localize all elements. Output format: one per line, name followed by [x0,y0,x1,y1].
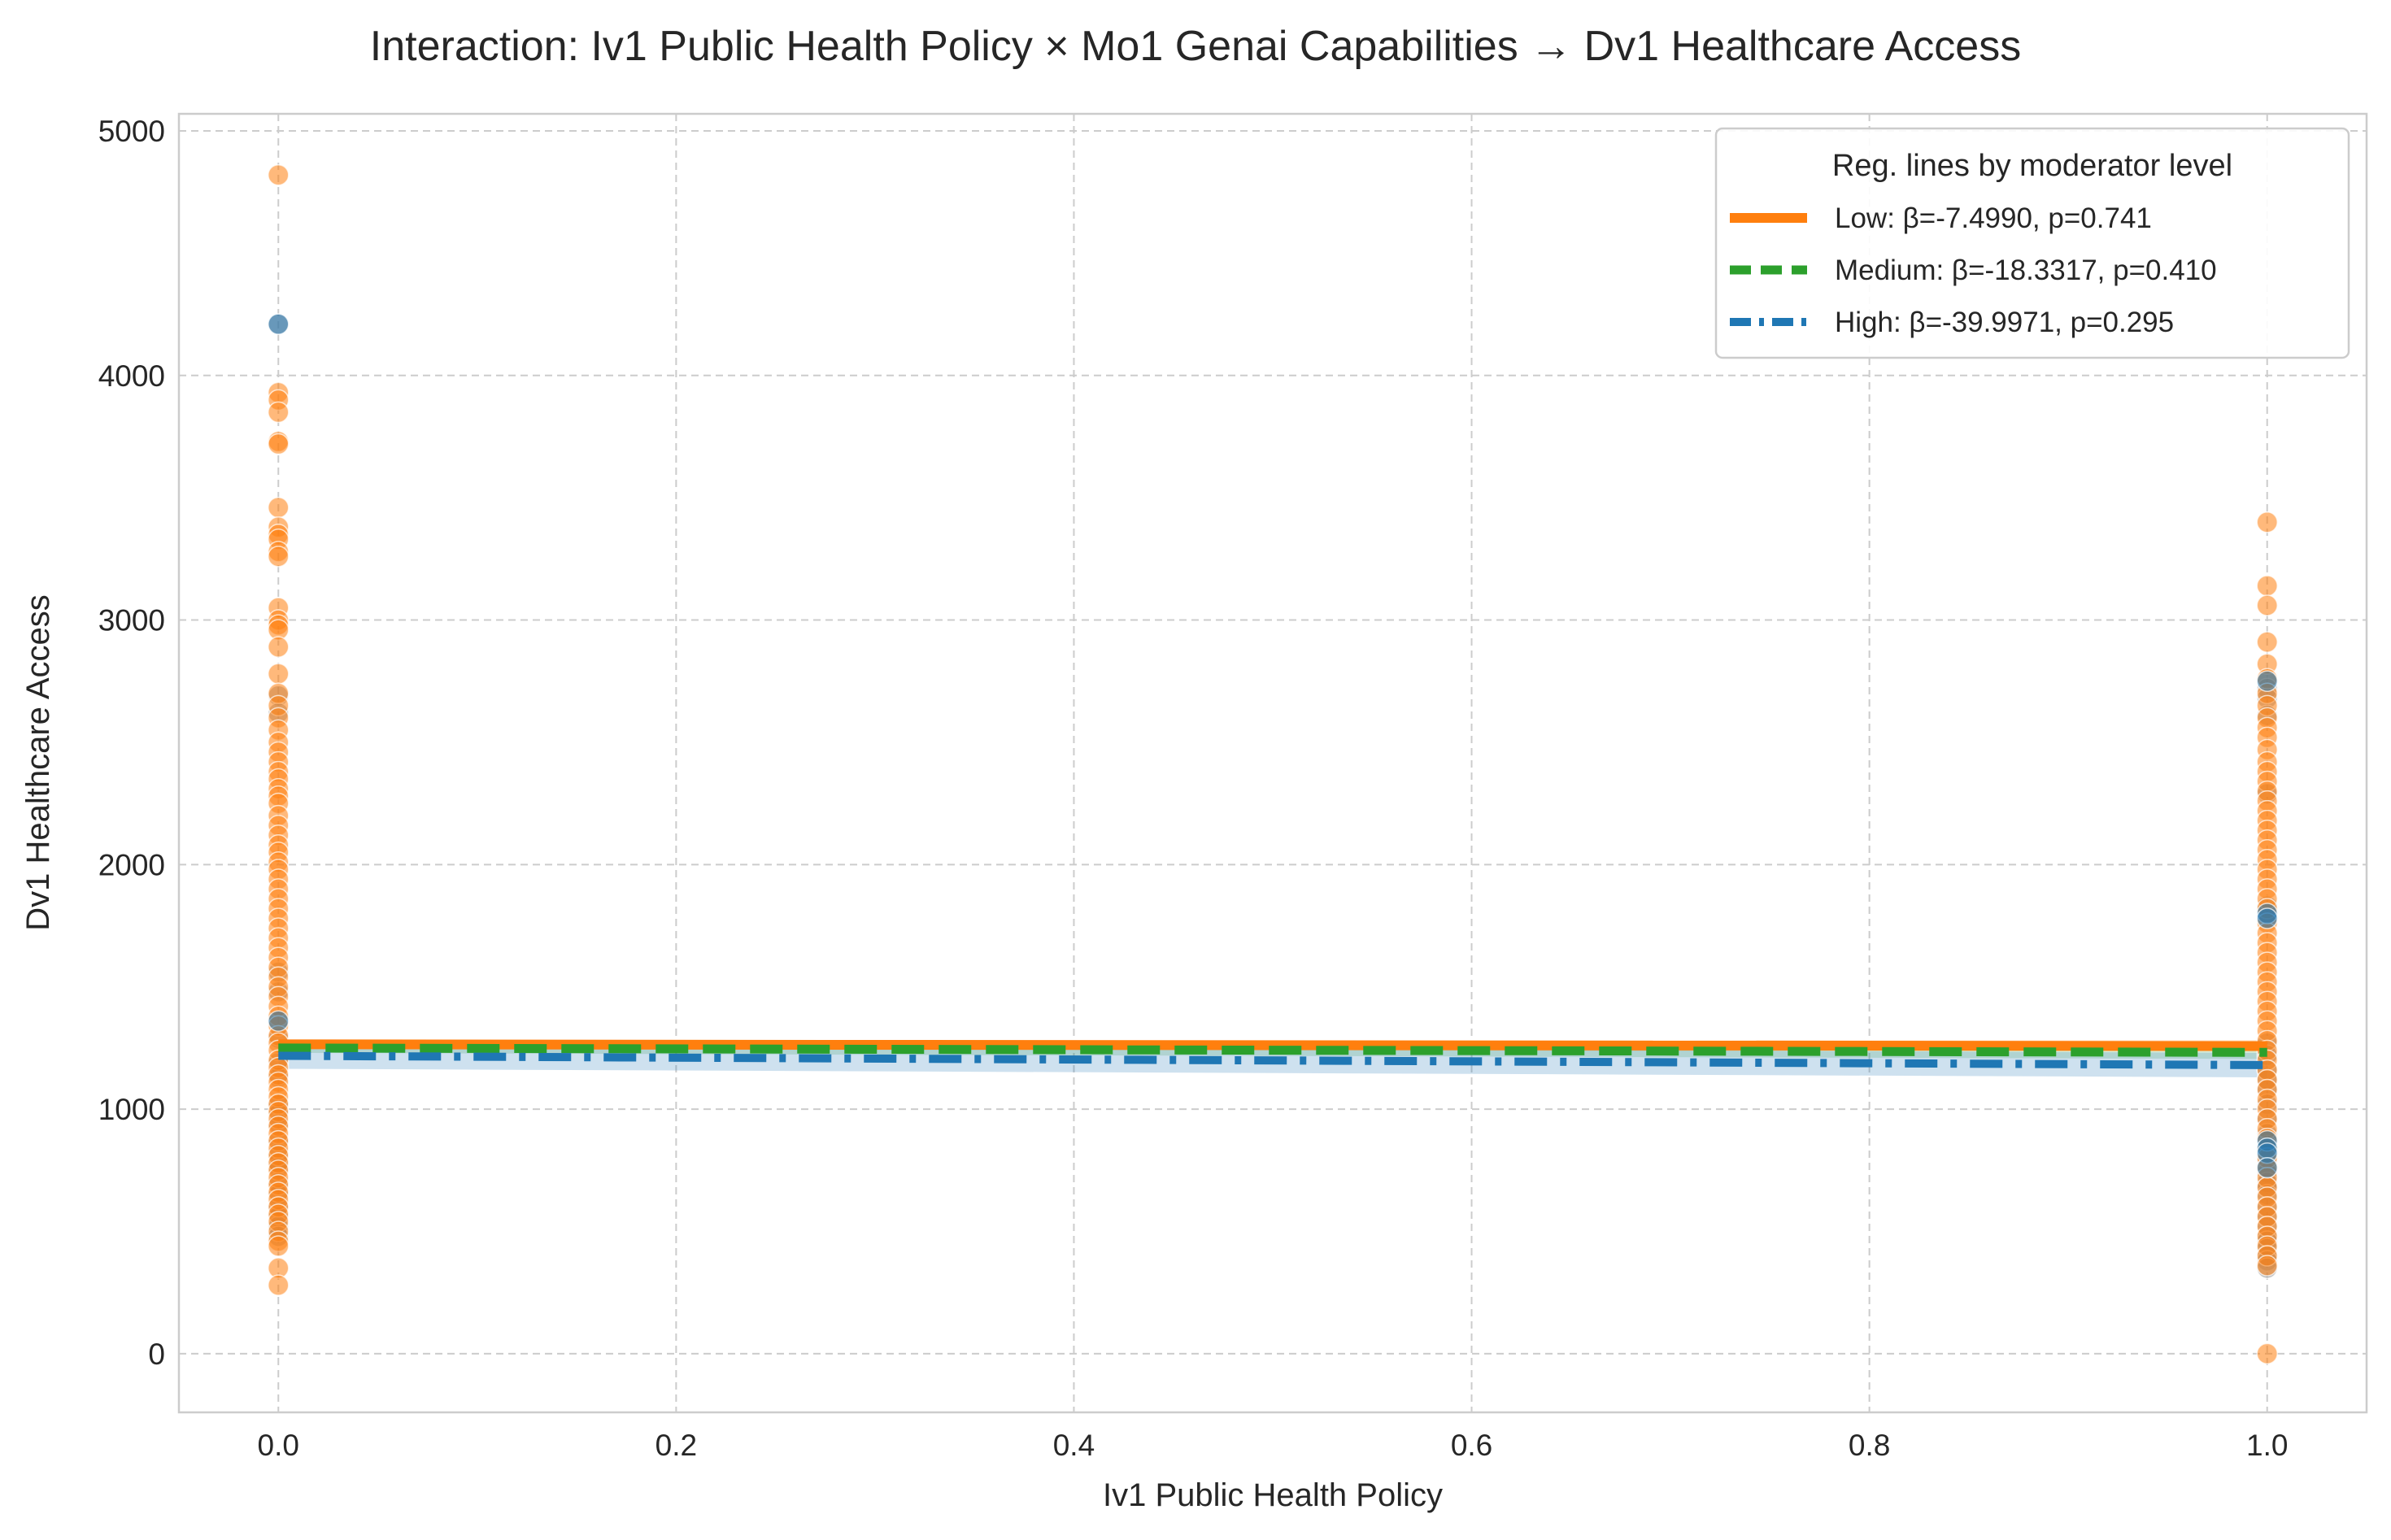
legend-title: Reg. lines by moderator level [1832,149,2232,183]
regression-line-medium [278,1043,2267,1057]
plot-frame [177,112,2368,1414]
data-point-high [268,1010,290,1033]
legend-label-medium: Medium: β=-18.3317, p=0.410 [1835,254,2217,286]
data-point-high [2256,670,2278,692]
data-point-low [268,636,290,658]
legend-box [1714,127,2350,359]
scatter-points [268,163,2278,1365]
data-point-low [2256,511,2278,533]
y-tick-label: 1000 [98,1093,165,1126]
legend-label-low: Low: β=-7.4990, p=0.741 [1835,202,2152,234]
x-tick-label: 0.8 [1849,1429,1890,1462]
y-tick-label: 2000 [98,848,165,881]
data-point-low [2256,1255,2278,1277]
data-point-low [268,496,290,519]
x-tick-label: 0.6 [1451,1429,1492,1462]
data-point-low [268,163,290,186]
data-point-low [268,546,290,568]
data-point-low [268,1235,290,1257]
x-tick-label: 0.4 [1053,1429,1095,1462]
x-tick-label: 0.2 [655,1429,697,1462]
regression-lines [278,1039,2267,1069]
y-tick-label: 3000 [98,604,165,637]
legend-items: Low: β=-7.4990, p=0.741 Medium: β=-18.331… [1730,202,2217,338]
data-point-low [268,663,290,685]
x-axis-label: Iv1 Public Health Policy [1103,1477,1443,1513]
y-axis-ticks: 0 1000 2000 3000 4000 5000 [98,115,165,1371]
data-point-low [268,433,290,455]
data-point-low [268,1274,290,1296]
data-point-low [2256,631,2278,653]
chart-title: Interaction: Iv1 Public Health Policy × … [370,23,2021,70]
y-tick-label: 4000 [98,359,165,393]
y-tick-label: 5000 [98,115,165,148]
data-point-high [2256,907,2278,929]
data-point-low [2256,575,2278,597]
legend-label-high: High: β=-39.9971, p=0.295 [1835,307,2174,338]
x-tick-label: 1.0 [2246,1429,2288,1462]
x-tick-label: 0.0 [258,1429,299,1462]
data-point-low [2256,1342,2278,1365]
data-point-low [268,401,290,424]
y-axis-label: Dv1 Healthcare Access [20,594,56,931]
y-tick-label: 0 [148,1338,165,1371]
data-point-high [2256,1156,2278,1179]
x-axis-ticks: 0.0 0.2 0.4 0.6 0.8 1.0 [258,1429,2289,1462]
data-point-high [268,313,290,335]
data-point-low [2256,594,2278,616]
regression-line-high [278,1051,2267,1069]
legend: Reg. lines by moderator level Low: β=-7.… [1714,127,2350,359]
